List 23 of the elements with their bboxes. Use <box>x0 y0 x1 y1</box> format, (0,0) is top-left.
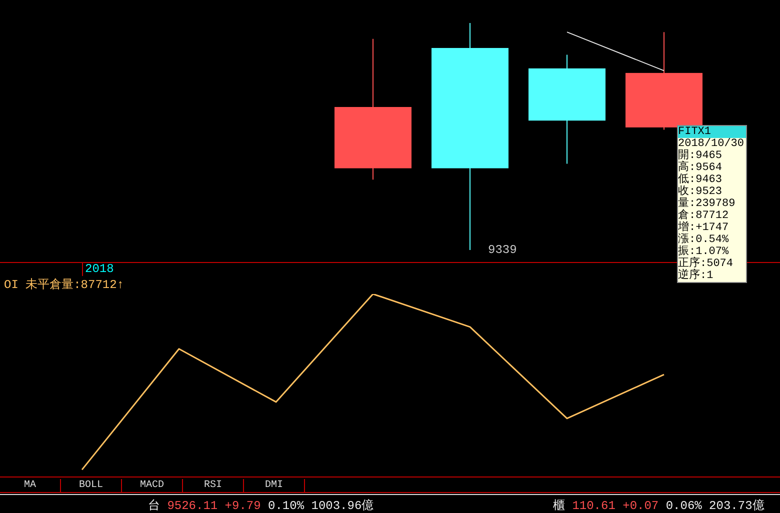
text: 正序:5074 <box>678 258 734 270</box>
text: MA <box>0 479 61 492</box>
text: RSI <box>183 479 244 492</box>
text: DMI <box>244 479 305 492</box>
text: BOLL <box>61 479 122 492</box>
annotation: 低:9463 <box>678 174 724 186</box>
annotation: 9339 <box>488 243 517 257</box>
text: 2018 <box>82 262 114 276</box>
annotation: 漲:0.54% <box>678 234 730 246</box>
text: 櫃 110.61 +0.07 0.06% 203.73億 <box>553 499 764 513</box>
text: 逆序:1 <box>678 270 714 282</box>
annotation: 收:9523 <box>678 186 724 198</box>
annotation: FITX1 <box>678 126 746 138</box>
annotation: 倉:87712 <box>678 210 730 222</box>
annotation: 開:9465 <box>678 150 724 162</box>
annotation: 量:239789 <box>678 198 736 210</box>
annotation: 2018/10/30 <box>678 138 746 150</box>
text: OI 未平倉量:87712↑ <box>4 278 124 292</box>
text: MACD <box>122 479 183 492</box>
annotation: 高:9564 <box>678 162 724 174</box>
annotation: 振:1.07% <box>678 246 730 258</box>
annotation: 增:+1747 <box>678 222 730 234</box>
text: 台 9526.11 +9.79 0.10% 1003.96億 <box>148 499 374 513</box>
